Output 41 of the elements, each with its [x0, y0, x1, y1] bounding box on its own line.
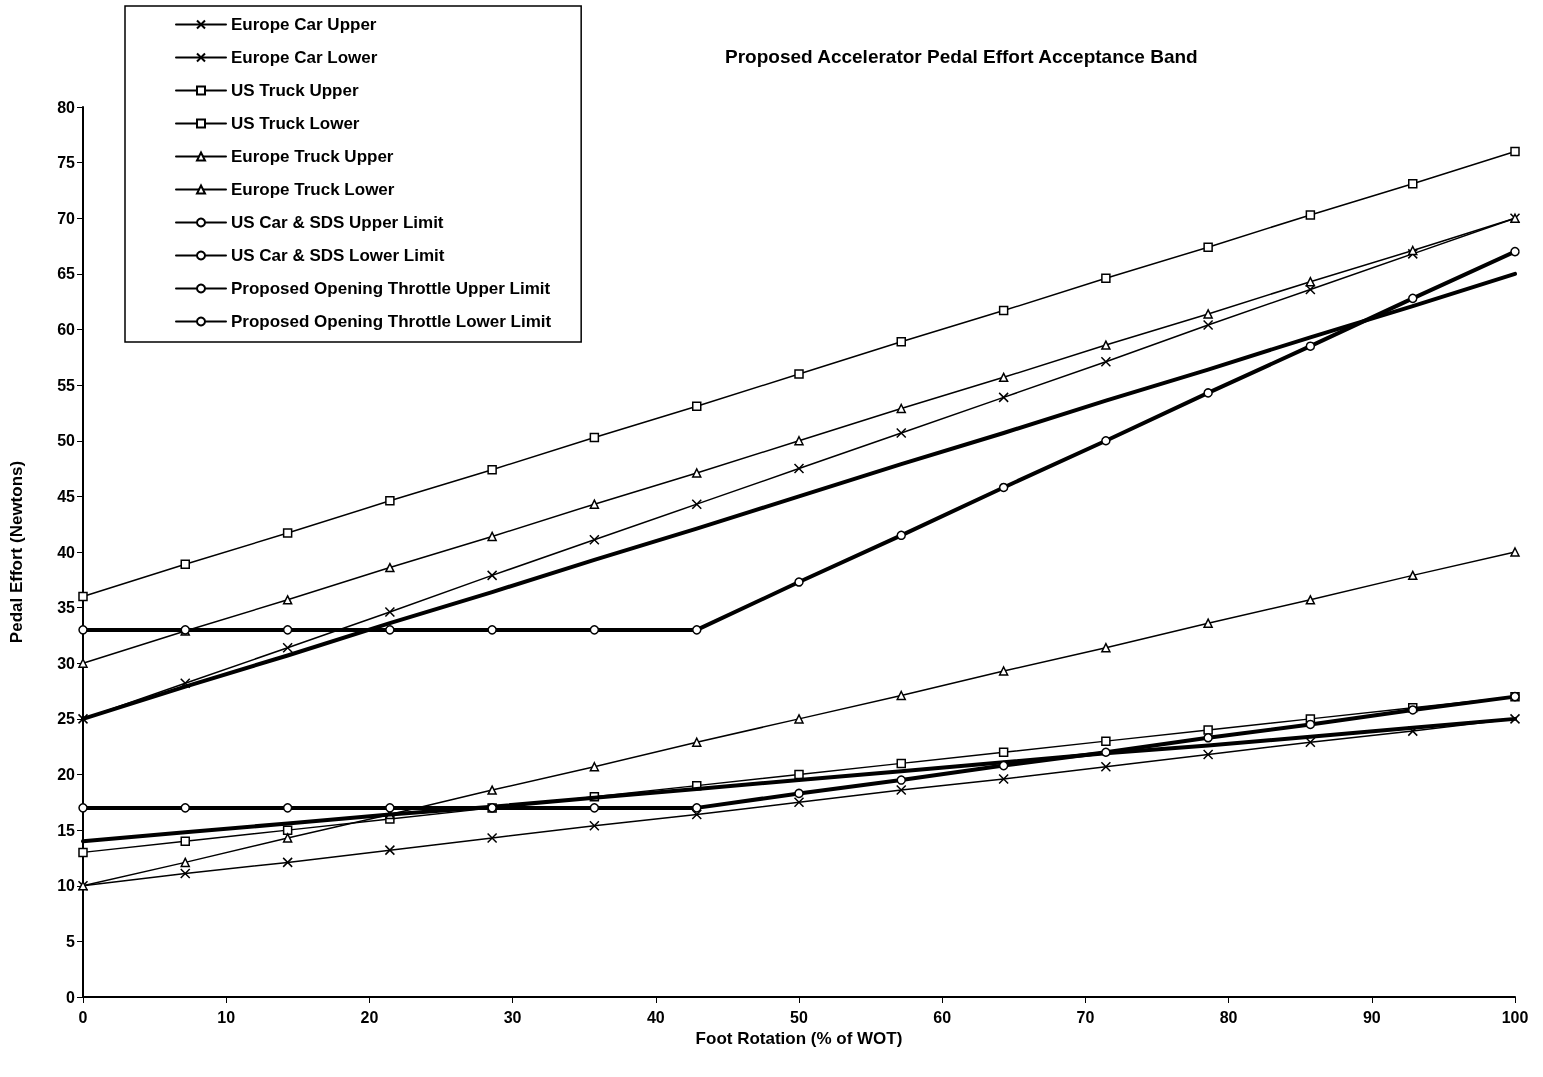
y-tick-label: 50: [57, 432, 76, 450]
x-tick-label: 10: [217, 1008, 236, 1026]
y-tick-label: 10: [57, 877, 76, 895]
x-axis-title: Foot Rotation (% of WOT): [695, 1028, 903, 1048]
y-tick-label: 20: [57, 766, 76, 783]
x-tick-label: 90: [1362, 1008, 1381, 1026]
y-tick-label: 15: [57, 821, 76, 839]
legend-label: Proposed Opening Throttle Upper Limit: [231, 279, 551, 298]
legend-label: Europe Car Lower: [231, 48, 378, 67]
legend-label: Proposed Opening Throttle Lower Limit: [231, 312, 552, 331]
y-tick-label: 70: [57, 209, 76, 227]
legend-label: US Car & SDS Upper Limit: [231, 213, 444, 232]
legend-label: US Truck Lower: [231, 114, 360, 133]
y-tick-label: 25: [57, 710, 76, 728]
y-tick-label: 55: [57, 376, 76, 394]
legend-label: Europe Truck Lower: [231, 180, 395, 199]
legend-label: US Truck Upper: [231, 81, 359, 100]
y-tick-label: 30: [57, 654, 76, 672]
x-tick-label: 100: [1501, 1008, 1529, 1026]
x-tick-label: 20: [360, 1008, 379, 1026]
y-tick-label: 45: [57, 487, 76, 505]
chart-title: Proposed Accelerator Pedal Effort Acceptance Band: [725, 46, 1198, 67]
x-tick-label: 80: [1219, 1008, 1238, 1026]
legend-label: Europe Truck Upper: [231, 147, 394, 166]
x-tick-label: 50: [790, 1008, 808, 1026]
y-tick-label: 40: [57, 543, 76, 561]
y-tick-label: 0: [66, 988, 76, 1006]
y-tick-label: 5: [66, 932, 76, 950]
legend-label: Europe Car Upper: [231, 15, 377, 34]
y-axis-title: Pedal Effort (Newtons): [7, 460, 26, 644]
x-tick-label: 60: [933, 1008, 952, 1026]
y-tick-label: 35: [57, 599, 76, 617]
x-tick-label: 30: [503, 1008, 522, 1026]
x-tick-label: 0: [78, 1008, 88, 1026]
legend-label: US Car & SDS Lower Limit: [231, 246, 445, 265]
y-tick-label: 75: [57, 154, 76, 172]
x-tick-label: 40: [646, 1008, 665, 1026]
y-tick-label: 65: [57, 265, 76, 283]
y-tick-label: 80: [57, 98, 76, 116]
x-tick-label: 70: [1076, 1008, 1095, 1026]
y-tick-label: 60: [57, 321, 76, 338]
